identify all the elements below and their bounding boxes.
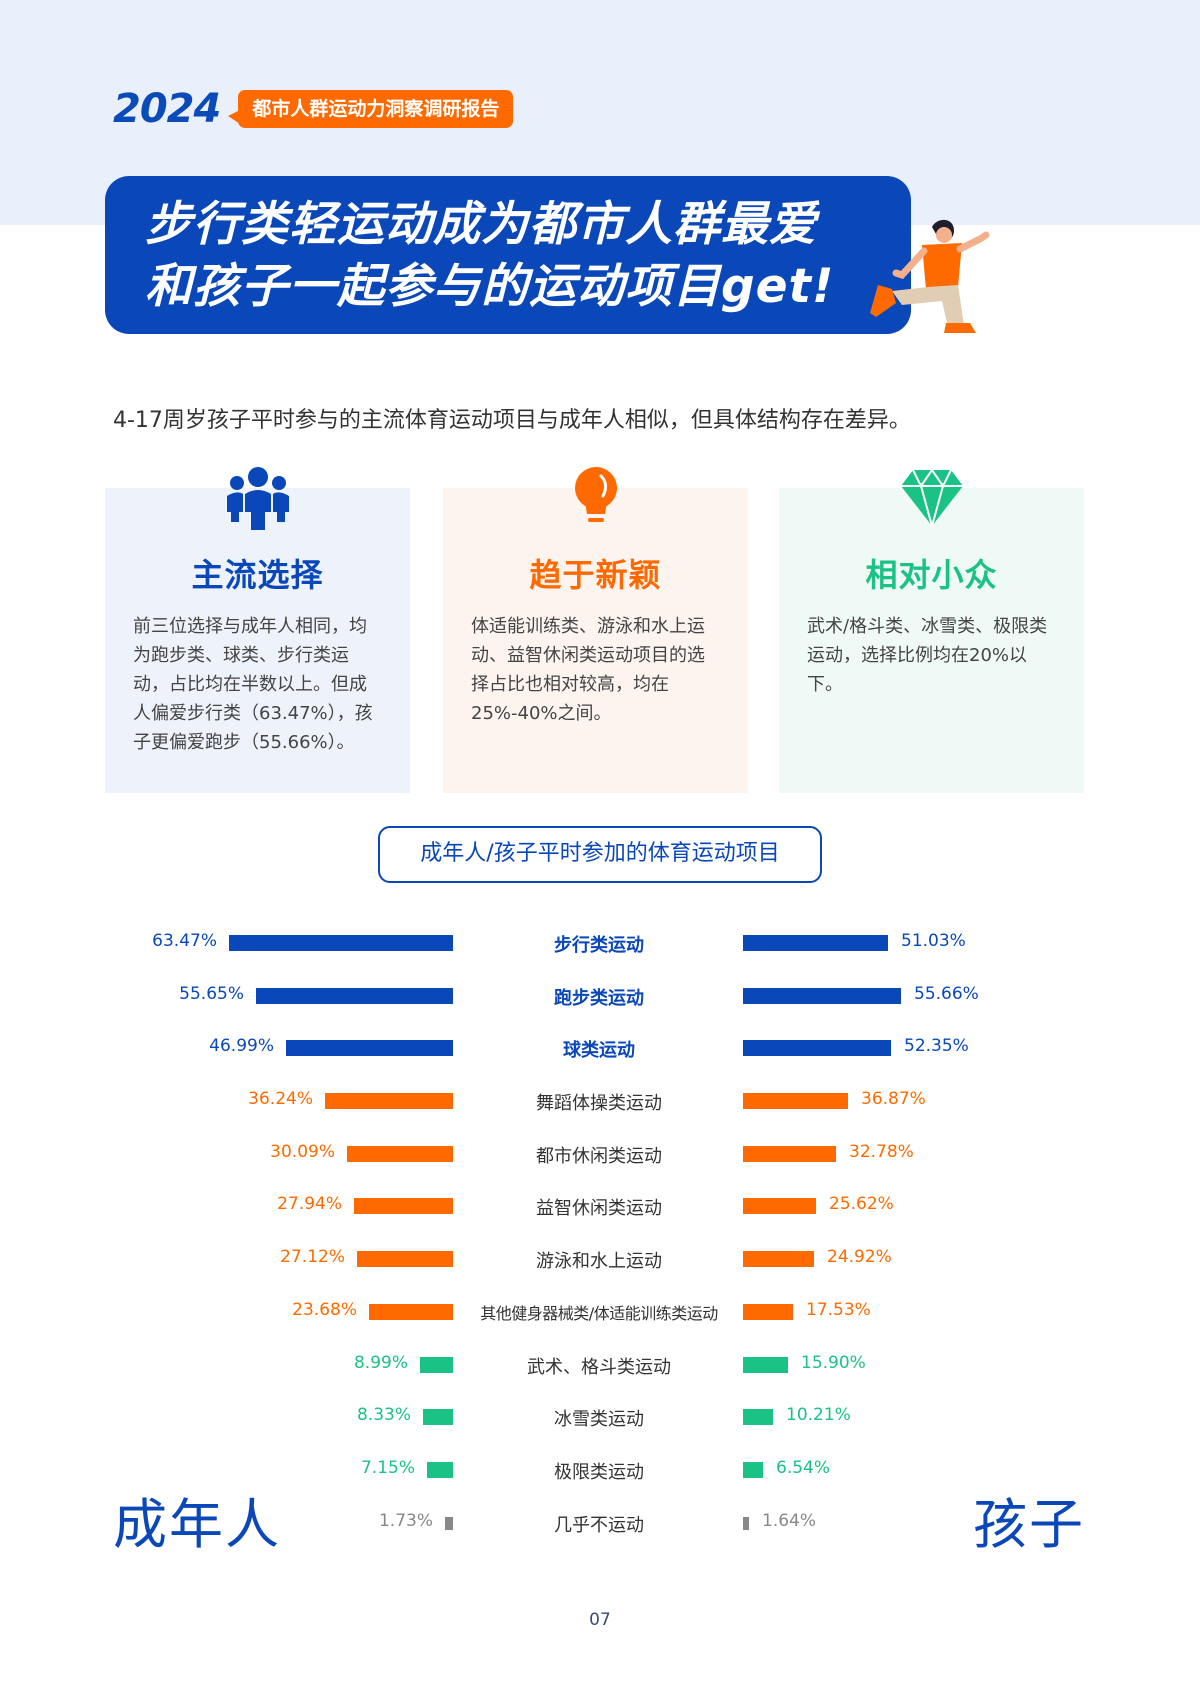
adult-bar xyxy=(357,1251,453,1268)
child-bar xyxy=(743,1461,763,1478)
adult-bar xyxy=(369,1303,453,1320)
child-bar xyxy=(743,1516,749,1530)
card-title: 主流选择 xyxy=(191,556,324,594)
report-brand: 2024 都市人群运动力洞察调研报告 xyxy=(113,86,514,132)
card-title: 相对小众 xyxy=(865,556,998,594)
adult-value-label: 8.99% xyxy=(353,1352,408,1373)
category-label: 都市休闲类运动 xyxy=(536,1145,662,1167)
chart-row: 63.47% 步行类运动 51.03% xyxy=(0,918,1200,971)
category-label: 冰雪类运动 xyxy=(554,1409,644,1431)
child-value-label: 52.35% xyxy=(904,1036,969,1057)
child-value-label: 55.66% xyxy=(914,983,979,1004)
category-label: 舞蹈体操类运动 xyxy=(536,1093,662,1115)
child-bar xyxy=(743,1093,848,1110)
adult-value-label: 8.33% xyxy=(356,1405,411,1426)
category-label: 步行类运动 xyxy=(554,935,644,956)
card-mainstream: 主流选择 前三位选择与成年人相同，均为跑步类、球类、步行类运动，占比均在半数以上… xyxy=(105,467,410,793)
category-label: 游泳和水上运动 xyxy=(536,1251,662,1273)
intro-text: 4-17周岁孩子平时参与的主流体育运动项目与成年人相似，但具体结构存在差异。 xyxy=(113,408,911,433)
adult-bar xyxy=(325,1093,453,1110)
adult-bar xyxy=(256,987,453,1004)
chart-row: 46.99% 球类运动 52.35% xyxy=(0,1023,1200,1076)
report-year: 2024 xyxy=(113,86,221,132)
chart-row: 30.09% 都市休闲类运动 32.78% xyxy=(0,1129,1200,1182)
running-man-icon xyxy=(870,219,990,333)
page-number: 07 xyxy=(589,1610,611,1630)
hero-banner: 步行类轻运动成为都市人群最爱 和孩子一起参与的运动项目get! xyxy=(105,176,911,334)
adult-bar xyxy=(445,1516,453,1530)
chart-row: 8.99% 武术、格斗类运动 15.90% xyxy=(0,1340,1200,1393)
child-bar xyxy=(743,1409,773,1426)
child-value-label: 25.62% xyxy=(829,1194,894,1215)
card-title: 趋于新颖 xyxy=(529,556,662,594)
child-bar xyxy=(743,1198,816,1215)
category-label: 几乎不运动 xyxy=(554,1514,644,1536)
hero-title-line-2: 和孩子一起参与的运动项目get! xyxy=(145,259,835,314)
chart-row: 27.12% 游泳和水上运动 24.92% xyxy=(0,1234,1200,1287)
adult-value-label: 7.15% xyxy=(360,1457,415,1478)
adult-value-label: 27.94% xyxy=(277,1194,342,1215)
child-bar xyxy=(743,1303,793,1320)
card-niche: 相对小众 武术/格斗类、冰雪类、极限类运动，选择比例均在20%以下。 xyxy=(779,468,1084,793)
adult-bar xyxy=(347,1145,453,1162)
child-bar xyxy=(743,1251,814,1268)
chart-row: 55.65% 跑步类运动 55.66% xyxy=(0,971,1200,1024)
card-body: 前三位选择与成年人相同，均为跑步类、球类、步行类运动，占比均在半数以上。但成人偏… xyxy=(133,616,373,753)
child-bar xyxy=(743,1356,788,1373)
adult-bar xyxy=(427,1461,453,1478)
child-value-label: 51.03% xyxy=(901,931,966,951)
child-value-label: 17.53% xyxy=(806,1299,871,1320)
adult-series-label: 成年人 xyxy=(113,1493,281,1556)
chart-row: 27.94% 益智休闲类运动 25.62% xyxy=(0,1181,1200,1234)
card-novel: 趋于新颖 体适能训练类、游泳和水上运动、益智休闲类运动项目的选择占比也相对较高，… xyxy=(443,467,748,793)
adult-value-label: 30.09% xyxy=(270,1141,335,1162)
child-bar xyxy=(743,1145,836,1162)
adult-value-label: 55.65% xyxy=(179,983,244,1004)
adult-value-label: 1.73% xyxy=(378,1510,433,1531)
adult-value-label: 46.99% xyxy=(209,1036,274,1057)
group-people-icon xyxy=(226,467,289,530)
chart-row: 8.33% 冰雪类运动 10.21% xyxy=(0,1392,1200,1445)
adult-bar xyxy=(420,1356,453,1373)
adult-value-label: 36.24% xyxy=(248,1089,313,1110)
adult-value-label: 63.47% xyxy=(152,931,217,951)
adult-bar xyxy=(354,1198,453,1215)
child-series-label: 孩子 xyxy=(973,1493,1085,1556)
child-bar xyxy=(743,1040,891,1057)
category-label: 跑步类运动 xyxy=(554,987,644,1009)
child-value-label: 1.64% xyxy=(762,1510,817,1531)
category-label: 其他健身器械类/体适能训练类运动 xyxy=(480,1303,718,1323)
category-label: 极限类运动 xyxy=(554,1461,644,1483)
adult-bar xyxy=(229,935,453,951)
category-label: 球类运动 xyxy=(563,1040,635,1062)
child-value-label: 10.21% xyxy=(786,1405,851,1426)
chart-title: 成年人/孩子平时参加的体育运动项目 xyxy=(378,826,822,883)
child-value-label: 36.87% xyxy=(861,1089,926,1110)
hero-title-line-1: 步行类轻运动成为都市人群最爱 xyxy=(145,197,817,252)
child-bar xyxy=(743,935,888,951)
category-label: 武术、格斗类运动 xyxy=(527,1356,671,1378)
diamond-icon xyxy=(900,468,963,527)
chart-row: 23.68% 其他健身器械类/体适能训练类运动 17.53% xyxy=(0,1287,1200,1340)
child-value-label: 32.78% xyxy=(849,1141,914,1162)
adult-bar xyxy=(286,1040,453,1057)
child-value-label: 15.90% xyxy=(801,1352,866,1373)
chart-row: 36.24% 舞蹈体操类运动 36.87% xyxy=(0,1076,1200,1129)
lightbulb-icon xyxy=(574,467,617,522)
report-title-tag: 都市人群运动力洞察调研报告 xyxy=(228,90,514,128)
card-body: 武术/格斗类、冰雪类、极限类运动，选择比例均在20%以下。 xyxy=(807,616,1048,695)
adult-value-label: 27.12% xyxy=(280,1247,345,1268)
category-label: 益智休闲类运动 xyxy=(536,1198,662,1220)
child-value-label: 6.54% xyxy=(776,1457,831,1478)
butterfly-bar-chart: 63.47% 步行类运动 51.03% 55.65% 跑步类运动 55.66% 46.99%… xyxy=(0,918,1200,1550)
card-body: 体适能训练类、游泳和水上运动、益智休闲类运动项目的选择占比也相对较高，均在25%… xyxy=(471,616,705,724)
child-value-label: 24.92% xyxy=(827,1247,892,1268)
adult-bar xyxy=(423,1409,453,1426)
chart-row: 1.73% 几乎不运动 1.64% xyxy=(0,1498,1200,1551)
chart-row: 7.15% 极限类运动 6.54% xyxy=(0,1445,1200,1498)
adult-value-label: 23.68% xyxy=(292,1299,357,1320)
child-bar xyxy=(743,987,901,1004)
